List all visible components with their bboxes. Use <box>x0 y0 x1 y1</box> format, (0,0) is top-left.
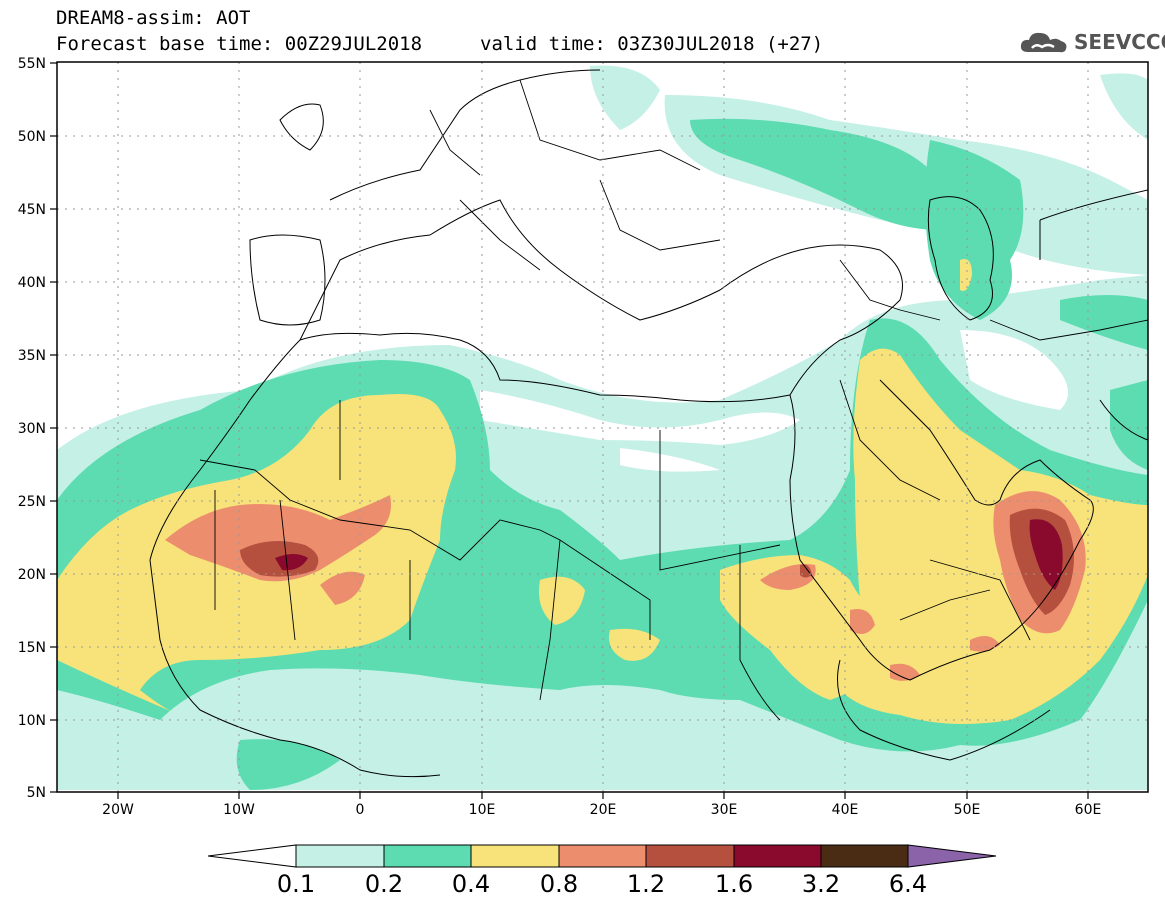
colorbar-bin <box>470 844 560 868</box>
colorbar-label: 0.8 <box>539 870 579 898</box>
map-grid <box>57 62 1148 792</box>
colorbar <box>207 844 997 868</box>
lat-label: 40N <box>18 275 46 291</box>
lat-label: 55N <box>18 56 46 72</box>
aot-below-0.1 <box>480 330 1068 472</box>
lon-label: 30E <box>711 802 738 818</box>
lon-label: 20W <box>102 802 134 818</box>
forecast-base-time: Forecast base time: 00Z29JUL2018 <box>56 33 423 55</box>
lat-label: 45N <box>18 202 46 218</box>
colorbar-label: 6.4 <box>888 870 928 898</box>
lon-label: 50E <box>954 802 981 818</box>
colorbar-label: 0.4 <box>451 870 491 898</box>
colorbar-bin <box>645 844 735 868</box>
colorbar-label: 3.2 <box>801 870 841 898</box>
lon-label: 40E <box>832 802 859 818</box>
colorbar-label: 0.2 <box>364 870 404 898</box>
axis-ticks <box>50 62 1089 799</box>
colorbar-under-triangle <box>207 844 297 868</box>
lon-label: 0 <box>356 802 365 818</box>
aot-level-1.6 <box>275 519 1063 590</box>
lat-label: 50N <box>18 129 46 145</box>
colorbar-label: 0.1 <box>276 870 316 898</box>
lon-label: 60E <box>1075 802 1102 818</box>
lon-label: 20E <box>590 802 617 818</box>
lon-label: 10E <box>469 802 496 818</box>
lon-label: 10W <box>223 802 255 818</box>
colorbar-bin <box>295 844 385 868</box>
colorbar-over-triangle <box>907 844 997 868</box>
seevccc-logo: SEEVCCC <box>1018 28 1165 56</box>
colorbar-bin <box>558 844 647 868</box>
colorbar-bin <box>383 844 472 868</box>
colorbar-label: 1.2 <box>626 870 666 898</box>
coastlines <box>149 69 1148 778</box>
lat-label: 25N <box>18 494 46 510</box>
colorbar-label: 1.6 <box>714 870 754 898</box>
lat-label: 35N <box>18 348 46 364</box>
lat-label: 15N <box>18 640 46 656</box>
lat-label: 20N <box>18 567 46 583</box>
colorbar-bin <box>820 844 909 868</box>
map-title: DREAM8-assim: AOT <box>56 7 251 29</box>
lon-labels: 20W 10W 0 10E 20E 30E 40E 50E 60E <box>102 802 1101 818</box>
aot-fields <box>57 65 1148 790</box>
valid-time: valid time: 03Z30JUL2018 (+27) <box>480 33 824 55</box>
logo-text: SEEVCCC <box>1074 30 1165 54</box>
colorbar-bin <box>733 844 822 868</box>
cloud-icon <box>1020 32 1067 53</box>
lat-label: 10N <box>18 713 46 729</box>
lat-labels: 55N 50N 45N 40N 35N 30N 25N 20N 15N 10N … <box>18 56 46 801</box>
lat-label: 5N <box>27 785 46 801</box>
country-borders <box>199 79 1148 721</box>
lat-label: 30N <box>18 421 46 437</box>
